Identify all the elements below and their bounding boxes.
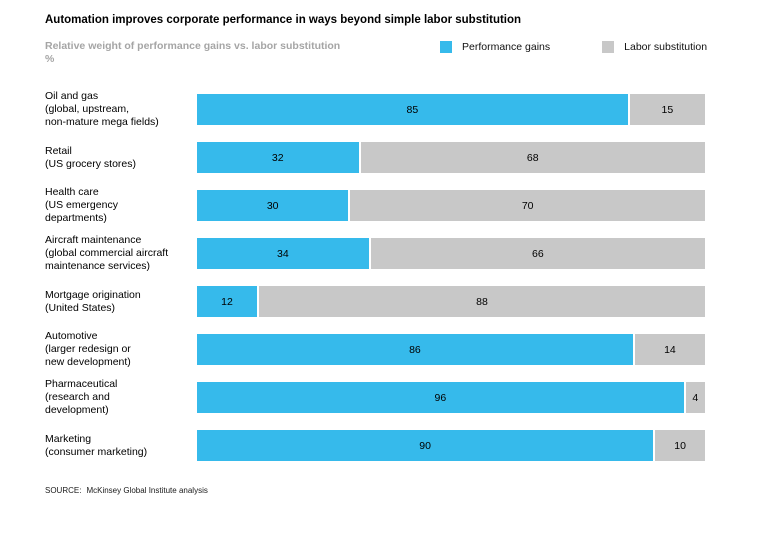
source-note: SOURCE: McKinsey Global Institute analysi… <box>45 486 208 495</box>
row-label-line: (research and <box>45 391 110 403</box>
source-label: SOURCE: <box>45 486 82 495</box>
row-label-line: departments) <box>45 212 107 224</box>
row-label-line: Oil and gas <box>45 90 99 102</box>
row-label: Pharmaceutical (research and development) <box>45 378 197 417</box>
legend-item-performance-gains: Performance gains <box>440 41 550 53</box>
legend: Performance gains Labor substitution <box>440 41 707 53</box>
row-label-line: non-mature mega fields) <box>45 116 159 128</box>
page-title: Automation improves corporate performanc… <box>45 14 522 26</box>
stacked-bar: 90 10 <box>197 430 705 461</box>
chart-subtitle: Relative weight of performance gains vs.… <box>45 40 425 66</box>
chart-row: Mortgage origination (United States) 12 88 <box>45 286 705 317</box>
stacked-bar-chart: Oil and gas (global, upstream, non-mature … <box>45 90 705 478</box>
chart-row: Health care (US emergency departments) 30 70 <box>45 186 705 224</box>
row-label-line: Aircraft maintenance <box>45 234 142 246</box>
segment-labor-substitution: 14 <box>634 334 705 365</box>
row-label: Health care (US emergency departments) <box>45 186 197 225</box>
row-label-line: (consumer marketing) <box>45 445 148 458</box>
segment-labor-substitution: 10 <box>655 430 705 461</box>
segment-performance-gains: 30 <box>197 190 349 221</box>
row-label: Automotive (larger redesign or new develop… <box>45 330 197 369</box>
segment-performance-gains: 85 <box>197 94 628 125</box>
stacked-bar: 34 66 <box>197 238 705 269</box>
row-label-line: (global, upstream, <box>45 103 130 115</box>
stacked-bar: 86 14 <box>197 334 705 365</box>
legend-label: Labor substitution <box>624 41 708 53</box>
segment-performance-gains: 96 <box>197 382 684 413</box>
row-label-line: Retail <box>45 144 72 157</box>
chart-subtitle-text: Relative weight of performance gains vs.… <box>45 40 341 52</box>
row-label-line: Health care <box>45 186 99 198</box>
performance-gains-swatch-icon <box>440 41 452 53</box>
segment-performance-gains: 86 <box>197 334 633 365</box>
segment-labor-substitution: 88 <box>258 286 705 317</box>
legend-item-labor-substitution: Labor substitution <box>602 41 707 53</box>
stacked-bar: 96 4 <box>197 382 705 413</box>
stacked-bar: 30 70 <box>197 190 705 221</box>
chart-row: Aircraft maintenance (global commercial a… <box>45 234 705 272</box>
row-label-line: Marketing <box>45 432 92 445</box>
segment-labor-substitution: 4 <box>685 382 705 413</box>
segment-labor-substitution: 70 <box>350 190 705 221</box>
source-text: McKinsey Global Institute analysis <box>86 486 208 495</box>
row-label: Retail (US grocery stores) <box>45 145 197 171</box>
row-label-line: (larger redesign or <box>45 343 131 355</box>
chart-row: Oil and gas (global, upstream, non-mature … <box>45 90 705 128</box>
segment-performance-gains: 32 <box>197 142 359 173</box>
stacked-bar: 85 15 <box>197 94 705 125</box>
chart-row: Retail (US grocery stores) 32 68 <box>45 142 705 173</box>
stacked-bar: 32 68 <box>197 142 705 173</box>
row-label-line: development) <box>45 404 109 416</box>
segment-labor-substitution: 68 <box>360 142 705 173</box>
row-label: Mortgage origination (United States) <box>45 289 197 315</box>
chart-row: Automotive (larger redesign or new develop… <box>45 330 705 368</box>
row-label-line: Pharmaceutical <box>45 378 118 390</box>
row-label: Oil and gas (global, upstream, non-mature … <box>45 90 197 129</box>
row-label-line: (United States) <box>45 301 116 314</box>
row-label-line: Mortgage origination <box>45 288 141 301</box>
row-label-line: (global commercial aircraft <box>45 247 169 259</box>
row-label-line: new development) <box>45 356 131 368</box>
labor-substitution-swatch-icon <box>602 41 615 53</box>
chart-row: Pharmaceutical (research and development) 9… <box>45 378 705 416</box>
legend-label: Performance gains <box>462 41 551 53</box>
row-label-line: maintenance services) <box>45 260 151 272</box>
segment-labor-substitution: 66 <box>370 238 705 269</box>
unit-label: % <box>45 53 55 65</box>
chart-row: Marketing (consumer marketing) 90 10 <box>45 430 705 461</box>
segment-performance-gains: 12 <box>197 286 257 317</box>
stacked-bar: 12 88 <box>197 286 705 317</box>
row-label-line: (US grocery stores) <box>45 157 137 170</box>
row-label: Aircraft maintenance (global commercial a… <box>45 234 197 273</box>
segment-performance-gains: 34 <box>197 238 369 269</box>
row-label-line: (US emergency <box>45 199 118 211</box>
row-label: Marketing (consumer marketing) <box>45 433 197 459</box>
row-label-line: Automotive <box>45 330 98 342</box>
segment-performance-gains: 90 <box>197 430 654 461</box>
segment-labor-substitution: 15 <box>629 94 705 125</box>
